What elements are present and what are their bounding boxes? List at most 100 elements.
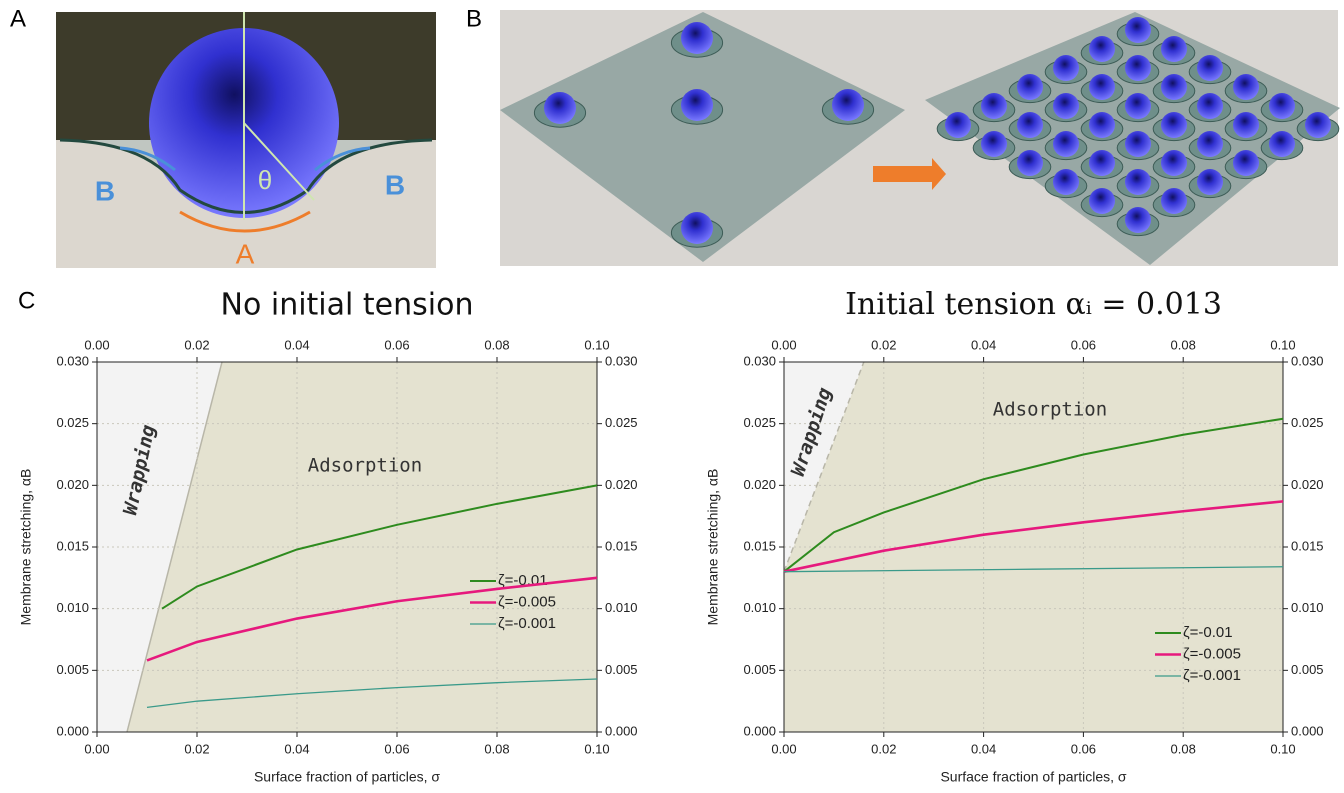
particle [832,89,864,121]
chart-title: Initial tension αᵢ = 0.013 [845,287,1222,322]
legend-label: ζ=-0.01 [1183,624,1233,641]
particle [981,131,1007,157]
particle [1197,169,1223,195]
y-tick-label: 0.005 [56,662,89,677]
particle [1305,112,1331,138]
x-tick-label-top: 0.00 [84,337,109,352]
particle [1089,112,1115,138]
panel-label: C [18,287,35,314]
particle [1197,131,1223,157]
y-tick-label: 0.005 [743,662,776,677]
particle [1125,17,1151,43]
y-tick-label-right: 0.000 [605,723,638,738]
y-tick-label: 0.000 [56,723,89,738]
panel-a-label: θ [258,165,272,195]
particle [945,112,971,138]
particle [1269,93,1295,119]
chart-title: No initial tension [221,288,474,323]
y-tick-label-right: 0.015 [1291,538,1324,553]
particle [1233,74,1259,100]
x-axis-label: Surface fraction of particles, σ [940,769,1126,785]
x-tick-label-top: 0.02 [184,337,209,352]
panel-a-label: A [236,238,255,269]
particle [1233,150,1259,176]
particle [681,212,713,244]
region-label: Adsorption [993,399,1107,421]
particle [1161,74,1187,100]
region-label: Adsorption [308,455,422,477]
y-axis-label: Membrane stretching, αB [18,469,34,626]
legend-label: ζ=-0.005 [498,593,556,610]
x-tick-label: 0.00 [771,741,796,756]
y-tick-label: 0.010 [56,600,89,615]
legend-label: ζ=-0.001 [498,615,556,632]
particle [681,89,713,121]
particle [1089,74,1115,100]
y-tick-label: 0.020 [743,477,776,492]
y-tick-label-right: 0.030 [605,353,638,368]
panel-label: A [10,5,26,32]
x-tick-label: 0.02 [184,741,209,756]
x-tick-label-top: 0.00 [771,337,796,352]
particle [981,93,1007,119]
particle [1197,93,1223,119]
particle [1269,131,1295,157]
y-tick-label: 0.000 [743,723,776,738]
x-tick-label: 0.00 [84,741,109,756]
y-tick-label: 0.030 [743,353,776,368]
y-tick-label: 0.015 [56,538,89,553]
particle [1161,36,1187,62]
y-tick-label-right: 0.015 [605,538,638,553]
x-tick-label: 0.08 [484,741,509,756]
figure: A B C B B A θ 0.00 0.00 0.02 0.02 0.04 0.04 0.… [0,0,1344,788]
x-tick-label-top: 0.06 [1071,337,1096,352]
x-axis-label: Surface fraction of particles, σ [254,769,440,785]
x-tick-label-top: 0.06 [384,337,409,352]
panel-label: B [466,5,482,32]
panel-b-image [500,10,1340,266]
y-tick-label: 0.010 [743,600,776,615]
y-tick-label-right: 0.030 [1291,353,1324,368]
y-tick-label-right: 0.020 [1291,477,1324,492]
y-tick-label: 0.030 [56,353,89,368]
x-tick-label: 0.06 [384,741,409,756]
particle [1017,150,1043,176]
y-tick-label-right: 0.025 [1291,415,1324,430]
particle [1017,74,1043,100]
particle [1161,150,1187,176]
particle [1053,131,1079,157]
y-tick-label: 0.025 [743,415,776,430]
y-tick-label-right: 0.000 [1291,723,1324,738]
particle [681,22,713,54]
x-tick-label-top: 0.04 [284,337,309,352]
y-tick-label-right: 0.010 [1291,600,1324,615]
x-tick-label-top: 0.08 [484,337,509,352]
x-tick-label: 0.04 [284,741,309,756]
x-tick-label: 0.04 [971,741,996,756]
x-tick-label: 0.10 [584,741,609,756]
x-tick-label: 0.06 [1071,741,1096,756]
legend-label: ζ=-0.005 [1183,645,1241,662]
y-tick-label-right: 0.005 [1291,662,1324,677]
panel-a-label: B [385,169,405,200]
legend-label: ζ=-0.001 [1183,667,1241,684]
panel-a-image [56,12,436,268]
y-tick-label: 0.025 [56,415,89,430]
y-tick-label: 0.015 [743,538,776,553]
particle [1089,150,1115,176]
particle [1125,207,1151,233]
particle [1089,188,1115,214]
particle [1053,169,1079,195]
panel-a-label: B [95,175,115,206]
particle [544,92,576,124]
x-tick-label-top: 0.10 [1270,337,1295,352]
particle [1053,55,1079,81]
particle [1053,93,1079,119]
particle [1161,188,1187,214]
particle [1017,112,1043,138]
y-tick-label: 0.020 [56,477,89,492]
particle [1161,112,1187,138]
particle [1125,131,1151,157]
particle [1197,55,1223,81]
particle [1233,112,1259,138]
